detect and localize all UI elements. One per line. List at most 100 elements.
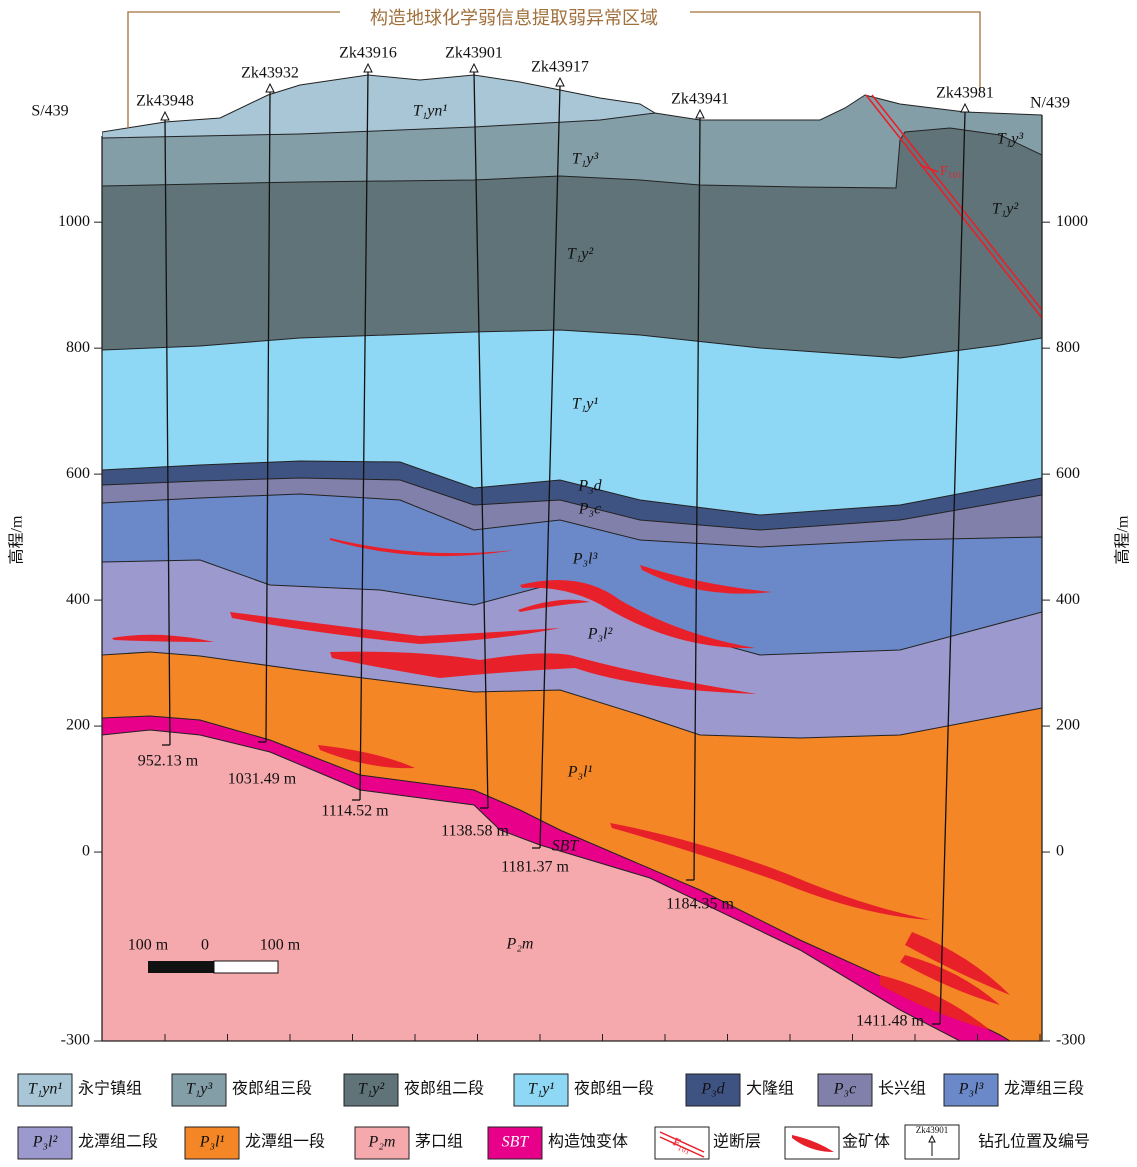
legend-swatch — [487, 1126, 543, 1160]
drill-depth: 1114.52 m — [321, 803, 389, 820]
legend-code: T₁yn¹ — [28, 1081, 63, 1098]
drill-marker — [960, 102, 970, 113]
ore-body — [330, 538, 515, 557]
legend-name: 永宁镇组 — [78, 1080, 142, 1098]
unit-label: P₂m — [506, 936, 534, 953]
unit-label: T₁y³ — [997, 131, 1024, 148]
drill-name: Zk43901 — [445, 45, 503, 62]
drill-depth: 1138.58 m — [441, 823, 509, 840]
drill-marker — [695, 108, 705, 119]
y-tick-label: 1000 — [58, 213, 90, 230]
drill-marker — [160, 110, 170, 121]
y-tick-label: 0 — [82, 843, 90, 860]
ore-body — [112, 634, 214, 642]
frame — [101, 115, 1043, 1042]
ore-body — [520, 580, 755, 649]
y-tick-label: 400 — [1056, 591, 1080, 608]
unit-label: T₁y² — [567, 246, 595, 263]
ore-body — [518, 599, 590, 612]
legend-name: 大隆组 — [746, 1080, 794, 1098]
legend-swatch — [17, 1073, 73, 1107]
drill-name: Zk43917 — [531, 59, 589, 76]
legend-name: 茅口组 — [415, 1133, 463, 1151]
legend-name: 夜郎组一段 — [574, 1080, 654, 1098]
unit-label: P₃c — [578, 501, 601, 518]
anomaly-title: 构造地球化学弱信息提取弱异常区域 — [370, 8, 658, 28]
legend-swatch — [513, 1073, 569, 1107]
ore-body — [330, 651, 757, 694]
ore-body — [230, 612, 560, 644]
legend-name: 龙潭组一段 — [245, 1133, 325, 1151]
drill-hole — [473, 71, 489, 809]
drill-depth: 1184.35 m — [666, 896, 734, 913]
legend-code: P₃l³ — [958, 1081, 984, 1098]
y-tick-label: 0 — [1056, 843, 1064, 860]
unit-label: T₁y² — [992, 201, 1020, 218]
legend-swatch — [171, 1073, 227, 1107]
fault-arrow — [919, 164, 939, 173]
drill-depth: 1411.48 m — [856, 1013, 924, 1030]
drill-depth: 1031.49 m — [228, 771, 297, 788]
fault-line — [871, 94, 1043, 311]
scale-label: 100 m — [128, 937, 169, 954]
legend-code: T₁y³ — [186, 1081, 213, 1098]
ore-body — [640, 565, 772, 594]
y-tick-label: 800 — [1056, 339, 1080, 356]
unit-label: P₃d — [577, 478, 602, 495]
anomaly-bracket — [127, 11, 981, 128]
drill-name: Zk43941 — [671, 91, 729, 108]
unit-label: P₃l³ — [572, 551, 598, 568]
legend-swatch — [184, 1126, 240, 1160]
legend-name: 长兴组 — [878, 1080, 926, 1098]
drill-marker — [555, 76, 565, 87]
drill-marker — [363, 62, 373, 73]
y-tick-label: 1000 — [1056, 213, 1088, 230]
scale-bar — [213, 960, 279, 974]
drill-hole — [164, 119, 171, 746]
drill-name: Zk43916 — [339, 45, 397, 62]
legend-swatch — [17, 1126, 73, 1160]
axis-label: 高程/m — [1114, 515, 1132, 564]
legend-name: 逆断层 — [713, 1133, 761, 1151]
drill-name: Zk43981 — [936, 85, 994, 102]
legend-swatch — [943, 1073, 999, 1107]
unit-label: SBT — [552, 838, 580, 855]
strata — [102, 74, 1042, 1041]
legend-code: T₁y¹ — [528, 1081, 555, 1098]
unit-label: T₁y¹ — [572, 396, 599, 413]
legend-name: 金矿体 — [842, 1133, 890, 1151]
legend-name: 龙潭组二段 — [78, 1133, 158, 1151]
legend-name: 夜郎组三段 — [232, 1080, 312, 1098]
y-tick-label: -300 — [61, 1032, 90, 1049]
legend-code: T₁y² — [358, 1081, 386, 1098]
y-tick-label: 800 — [66, 339, 90, 356]
section-left: S/439 — [31, 103, 68, 120]
fault — [865, 94, 1043, 319]
drill-name: Zk43948 — [136, 93, 194, 110]
ore-body — [880, 975, 990, 1030]
legend-ore — [792, 1135, 834, 1152]
y-tick-label: 200 — [66, 717, 90, 734]
ore-body — [610, 823, 930, 920]
y-tick-label: 400 — [66, 591, 90, 608]
fault-line — [865, 94, 1043, 319]
drill-depth: 1181.37 m — [501, 859, 569, 876]
stratum — [102, 729, 961, 1041]
scale-label: 0 — [201, 937, 209, 954]
legend-name: 钻孔位置及编号 — [978, 1133, 1090, 1151]
drill-hole — [539, 85, 561, 849]
legend-code: P₃c — [833, 1081, 856, 1098]
unit-label: P₃l² — [587, 626, 614, 643]
unit-label: P₃l¹ — [567, 764, 593, 781]
ore-bodies — [112, 538, 1010, 1030]
legend-fault — [659, 1136, 705, 1158]
ore-body — [900, 955, 1000, 1005]
legend-code: P₂m — [368, 1134, 396, 1151]
y-tick-label: -300 — [1056, 1032, 1085, 1049]
legend-code: P₃l² — [32, 1134, 59, 1151]
unit-label: T₁y³ — [572, 151, 599, 168]
drill-hole — [939, 111, 966, 1025]
legend-drill-marker — [928, 1134, 936, 1143]
drill-hole — [693, 117, 701, 881]
